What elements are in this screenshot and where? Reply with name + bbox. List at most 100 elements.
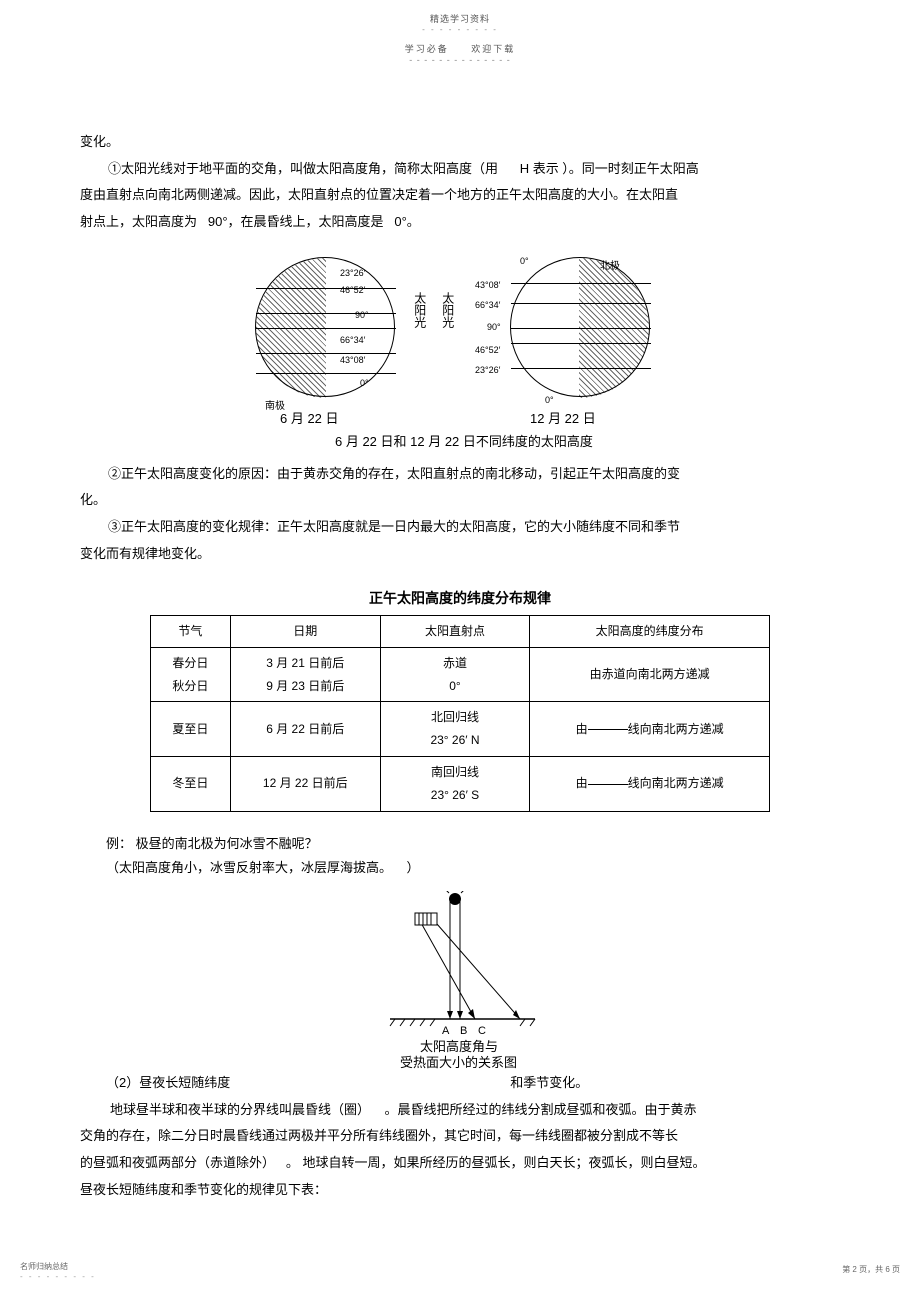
lat-label: 46°52′ (475, 342, 500, 359)
p4-c: 0°。 (394, 214, 419, 229)
cell-text: 线向南北两方递减 (628, 722, 724, 736)
table-header-row: 节气 日期 太阳直射点 太阳高度的纬度分布 (151, 616, 770, 648)
para-1: 变化。 (80, 130, 840, 155)
cell: 3 月 21 日前后9 月 23 日前后 (230, 647, 380, 702)
cell-text: 北回归线 (431, 710, 479, 724)
th-jieqi: 节气 (151, 616, 231, 648)
blank-fill (588, 784, 628, 785)
footer-dots: - - - - - - - - - (20, 1272, 96, 1281)
cell: 6 月 22 日前后 (230, 702, 380, 757)
p2-a: ①太阳光线对于地平面的交角，叫做太阳高度角，简称太阳高度（用 (108, 161, 498, 176)
para-5: ②正午太阳高度变化的原因：由于黄赤交角的存在，太阳直射点的南北移动，引起正午太阳… (80, 462, 840, 487)
globe-june (255, 257, 395, 397)
example-block: 例： 极昼的南北极为何冰雪不融呢？ （太阳高度角小，冰雪反射率大，冰层厚海拔高。… (80, 832, 840, 881)
cell-text: 南回归线 (431, 765, 479, 779)
lat-line (511, 343, 651, 344)
para-2: ①太阳光线对于地平面的交角，叫做太阳高度角，简称太阳高度（用 H 表示 ）。同一… (80, 157, 840, 182)
lat-label: 23°26′ (340, 265, 365, 282)
cell-text: 春分日 (172, 656, 208, 670)
lat-line (511, 283, 651, 284)
s2-title-a: （2）昼夜长短随纬度 (106, 1075, 230, 1090)
main-content: 变化。 ①太阳光线对于地平面的交角，叫做太阳高度角，简称太阳高度（用 H 表示 … (0, 65, 920, 1202)
th-dist: 太阳高度的纬度分布 (530, 616, 770, 648)
lat-label: 23°26′ (475, 362, 500, 379)
lat-label: 46°52′ (340, 282, 365, 299)
lat-line (256, 353, 396, 354)
lat-label: 43°08′ (475, 277, 500, 294)
table-row: 夏至日 6 月 22 日前后 北回归线 23° 26′ N 由 线向南北两方递减 (151, 702, 770, 757)
date-june: 6 月 22 日 (280, 407, 339, 432)
example-q: 例： 极昼的南北极为何冰雪不融呢？ (106, 832, 840, 857)
th-direct: 太阳直射点 (380, 616, 530, 648)
cell-text: 赤道 (443, 656, 467, 670)
globe-december (510, 257, 650, 397)
header-underline: - - - - - - - - - - - - - - (0, 55, 920, 65)
lat-line (511, 368, 651, 369)
s2-p1-b: 。晨昏线把所经过的纬线分割成昼弧和夜弧。由于黄赤 (384, 1102, 696, 1117)
lat-label: 90° (487, 319, 501, 336)
blank-fill (588, 729, 628, 730)
s2-p3-a: 的昼弧和夜弧两部分（赤道除外） (80, 1155, 275, 1170)
footer-left-text: 名师归纳总结 (20, 1261, 96, 1272)
header-top-text: 精选学习资料 (0, 12, 920, 25)
lat-line (256, 288, 396, 289)
th-date: 日期 (230, 616, 380, 648)
lat-line (256, 373, 396, 374)
footer-left: 名师归纳总结 - - - - - - - - - (20, 1261, 96, 1281)
para-4: 射点上，太阳高度为 90°，在晨昏线上，太阳高度是 0°。 (80, 210, 840, 235)
s2-p1: 地球昼半球和夜半球的分界线叫晨昏线（圈） 。晨昏线把所经过的纬线分割成昼弧和夜弧… (80, 1098, 840, 1123)
lat-line (256, 313, 396, 314)
table-title: 正午太阳高度的纬度分布规律 (80, 585, 840, 612)
cell-text: 线向南北两方递减 (628, 776, 724, 790)
d2-caption2: 受热面大小的关系图 (400, 1051, 517, 1076)
sun-label-left: 太阳光 (408, 292, 431, 328)
header-sub-right: 欢迎下载 (471, 44, 515, 54)
lat-label: 90° (355, 307, 369, 324)
p4-a: 射点上，太阳高度为 (80, 214, 197, 229)
lat-label: 43°08′ (340, 352, 365, 369)
cell: 南回归线 23° 26′ S (380, 757, 530, 812)
cell-text: 23° 26′ N (430, 733, 479, 747)
para-3: 度由直射点向南北两侧递减。因此，太阳直射点的位置决定着一个地方的正午太阳高度的大… (80, 183, 840, 208)
beiji-label: 北极 (600, 257, 620, 276)
p2-b: H 表示 ）。同一时刻正午太阳高 (520, 161, 699, 176)
cell-text: 3 月 21 日前后 (266, 656, 344, 670)
header-sub: 学习必备 欢迎下载 (0, 42, 920, 55)
example-a: （太阳高度角小，冰雪反射率大，冰层厚海拔高。 ） (106, 856, 840, 881)
s2-p3-b: 。 地球自转一周，如果所经历的昼弧长，则白天长；夜弧长，则白昼短。 (286, 1155, 706, 1170)
cell: 夏至日 (151, 702, 231, 757)
cell: 由 线向南北两方递减 (530, 757, 770, 812)
latitude-rules-table: 节气 日期 太阳直射点 太阳高度的纬度分布 春分日秋分日 3 月 21 日前后9… (150, 615, 770, 812)
para-6: 化。 (80, 488, 840, 513)
lat-label: 66°34′ (340, 332, 365, 349)
cell-text: 秋分日 (172, 679, 208, 693)
cell: 由 线向南北两方递减 (530, 702, 770, 757)
p4-b: 90°，在晨昏线上，太阳高度是 (208, 214, 384, 229)
s2-p2: 交角的存在，除二分日时晨昏线通过两极并平分所有纬线圈外，其它时间，每一纬线圈都被… (80, 1124, 840, 1149)
cell-text: 由 (576, 776, 588, 790)
solstice-globes-diagram: 23°26′ 46°52′ 90° 66°34′ 43°08′ 0° 南极 太阳… (210, 247, 710, 452)
cell-text: 23° 26′ S (431, 788, 479, 802)
cell: 由赤道向南北两方递减 (530, 647, 770, 702)
sun-angle-diagram: A B C 太阳高度角与 受热面大小的关系图 (360, 891, 560, 1066)
para-8: 变化而有规律地变化。 (80, 542, 840, 567)
cell: 春分日秋分日 (151, 647, 231, 702)
s2-p3: 的昼弧和夜弧两部分（赤道除外） 。 地球自转一周，如果所经历的昼弧长，则白天长；… (80, 1151, 840, 1176)
lat-line (511, 328, 651, 329)
cell: 12 月 22 日前后 (230, 757, 380, 812)
table-row: 春分日秋分日 3 月 21 日前后9 月 23 日前后 赤道 0° 由赤道向南北两… (151, 647, 770, 702)
cell-text: 0° (449, 679, 460, 693)
sun-label-right: 太阳光 (436, 292, 459, 328)
section-2: （2）昼夜长短随纬度和季节变化。 地球昼半球和夜半球的分界线叫晨昏线（圈） 。晨… (80, 1071, 840, 1202)
s2-p1-a: 地球昼半球和夜半球的分界线叫晨昏线（圈） (110, 1102, 370, 1117)
lat-label: 0° (360, 375, 369, 392)
lat-label: 0° (520, 253, 529, 270)
cell: 冬至日 (151, 757, 231, 812)
lat-label: 66°34′ (475, 297, 500, 314)
s2-p4: 昼夜长短随纬度和季节变化的规律见下表： (80, 1178, 840, 1203)
header-dots: - - - - - - - - - (0, 25, 920, 34)
footer-right: 第 2 页，共 6 页 (842, 1264, 900, 1275)
cell-text: 由 (576, 722, 588, 736)
cell: 北回归线 23° 26′ N (380, 702, 530, 757)
example-close: ） (406, 860, 419, 875)
